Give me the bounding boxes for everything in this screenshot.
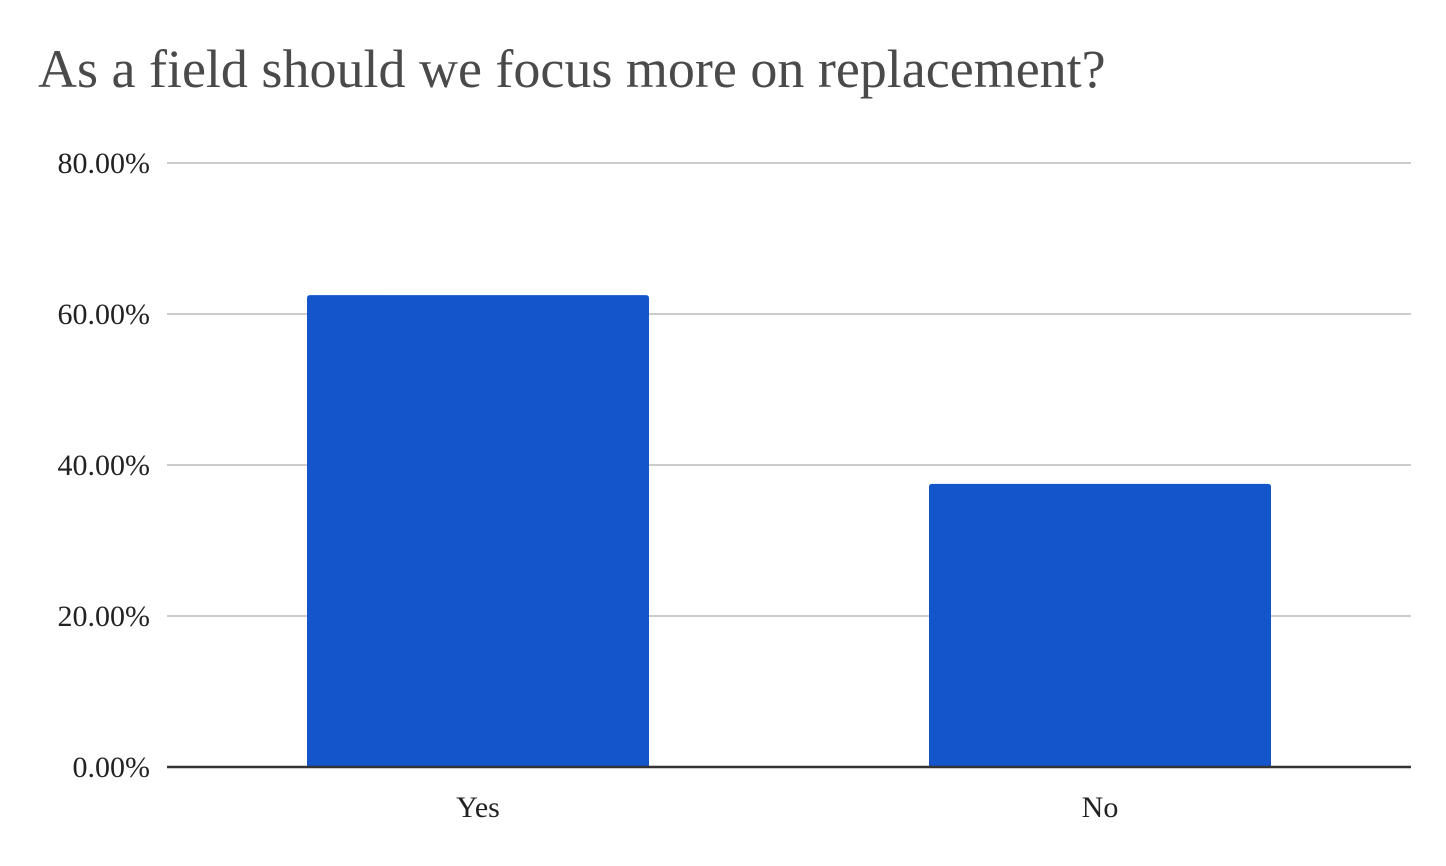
x-tick-label: No — [1082, 791, 1119, 824]
x-tick-label: Yes — [456, 791, 500, 824]
y-tick-label: 60.00% — [58, 298, 151, 331]
labels: 0.00% 20.00% 40.00% 60.00% 80.00% Yes No — [58, 147, 1119, 824]
bar-yes — [307, 295, 649, 767]
y-tick-label: 40.00% — [58, 449, 151, 482]
bar-no — [929, 483, 1271, 767]
chart-title: As a field should we focus more on repla… — [38, 39, 1106, 99]
y-tick-label: 0.00% — [73, 751, 151, 784]
y-tick-label: 80.00% — [58, 147, 151, 180]
bars — [307, 295, 1271, 767]
y-tick-label: 20.00% — [58, 600, 151, 633]
